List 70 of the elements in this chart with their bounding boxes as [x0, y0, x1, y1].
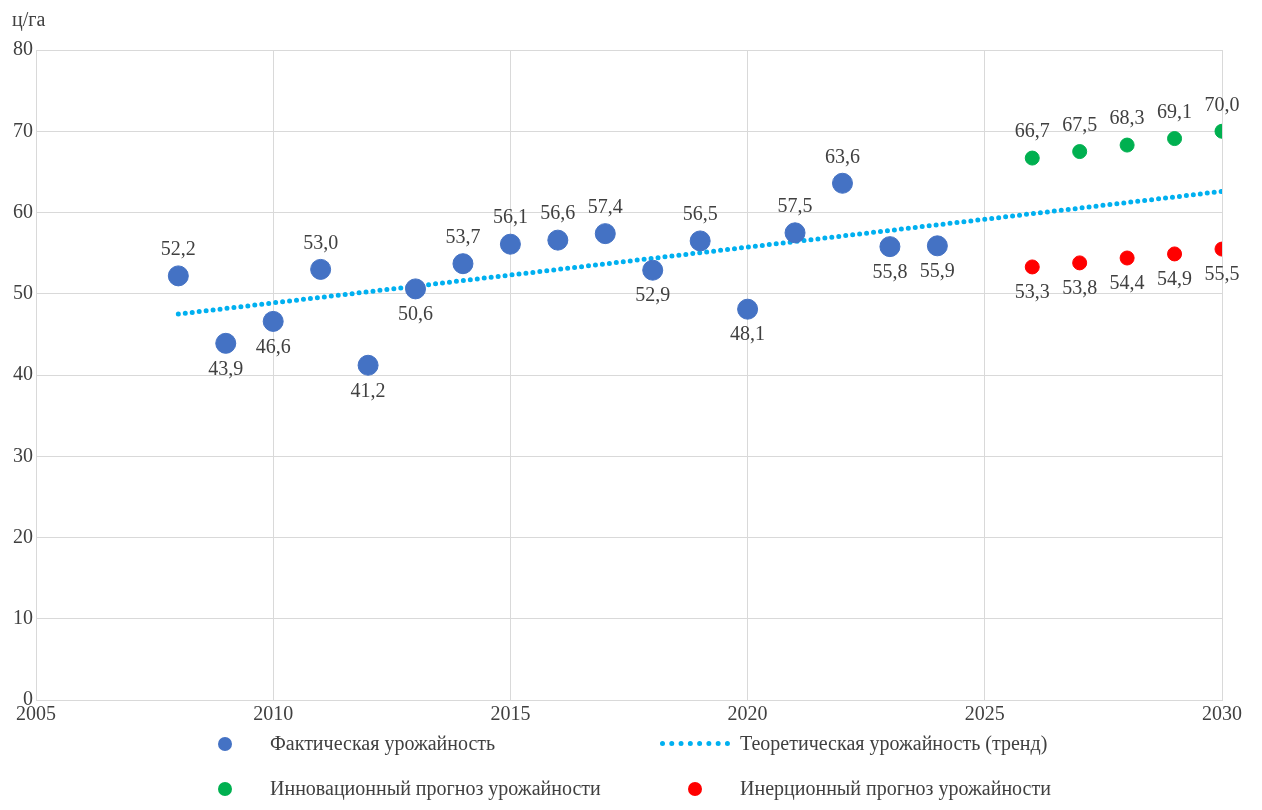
point	[547, 229, 569, 251]
point	[262, 310, 284, 332]
data-label: 43,9	[208, 356, 244, 379]
y-tick-label: 40	[13, 362, 33, 385]
data-label: 54,9	[1157, 267, 1193, 290]
x-tick-label: 2010	[253, 702, 294, 725]
x-tick-label: 2030	[1202, 702, 1242, 725]
data-label: 41,2	[350, 378, 386, 401]
data-label: 53,0	[303, 230, 339, 253]
data-label: 55,8	[872, 259, 908, 282]
y-tick-label: 50	[13, 281, 33, 303]
y-tick-label: 70	[13, 118, 33, 141]
data-label: 53,8	[1062, 276, 1098, 299]
data-label: 57,4	[587, 194, 623, 217]
data-label: 63,6	[824, 144, 860, 167]
data-label: 55,9	[919, 259, 955, 282]
point	[1167, 131, 1183, 147]
data-label: 52,9	[635, 283, 671, 306]
data-label: 53,7	[445, 224, 481, 247]
point	[357, 354, 379, 376]
point	[1024, 259, 1040, 275]
point	[405, 278, 427, 300]
data-label: 48,1	[730, 322, 766, 345]
y-tick-label: 20	[13, 524, 33, 547]
point	[784, 222, 806, 244]
data-label: 67,5	[1062, 112, 1098, 135]
point	[1072, 255, 1088, 271]
point	[879, 236, 901, 258]
data-label: 57,5	[777, 194, 813, 217]
legend-label: Теоретическая урожайность (тренд)	[740, 732, 1048, 755]
point	[167, 265, 189, 287]
x-tick-label: 2025	[964, 702, 1005, 725]
point	[1119, 137, 1135, 153]
y-tick-label: 30	[13, 443, 33, 466]
point	[831, 172, 853, 194]
y-tick-label: 80	[13, 37, 33, 60]
point	[215, 332, 237, 354]
data-label: 56,6	[540, 201, 576, 224]
x-tick-label: 2015	[490, 702, 531, 725]
data-label: 46,6	[255, 334, 291, 357]
point	[499, 233, 521, 255]
data-label: 55,5	[1204, 262, 1240, 285]
point	[594, 223, 616, 245]
data-label: 56,5	[682, 202, 718, 225]
point	[1119, 250, 1135, 266]
legend-label: Инновационный прогноз урожайности	[270, 777, 601, 800]
data-label: 53,3	[1014, 280, 1050, 303]
point	[926, 235, 948, 257]
legend-label: Инерционный прогноз урожайности	[740, 777, 1051, 800]
point	[452, 253, 474, 275]
point	[1072, 144, 1088, 160]
x-tick-label: 2020	[727, 702, 768, 725]
y-axis-title: ц/га	[12, 8, 46, 31]
data-label: 70,0	[1204, 92, 1240, 115]
data-label: 68,3	[1109, 106, 1145, 129]
point	[1167, 246, 1183, 262]
data-label: 69,1	[1157, 99, 1193, 122]
data-label: 50,6	[398, 302, 434, 325]
y-tick-label: 60	[13, 199, 33, 222]
data-label: 54,4	[1109, 271, 1145, 294]
data-label: 66,7	[1014, 119, 1050, 142]
y-tick-label: 10	[13, 606, 33, 628]
point	[310, 258, 332, 280]
legend-label: Фактическая урожайность	[270, 732, 496, 755]
point	[1024, 150, 1040, 166]
data-label: 52,2	[160, 237, 196, 260]
point	[689, 230, 711, 252]
point	[737, 298, 759, 320]
data-label: 56,1	[492, 205, 528, 228]
point	[642, 259, 664, 281]
